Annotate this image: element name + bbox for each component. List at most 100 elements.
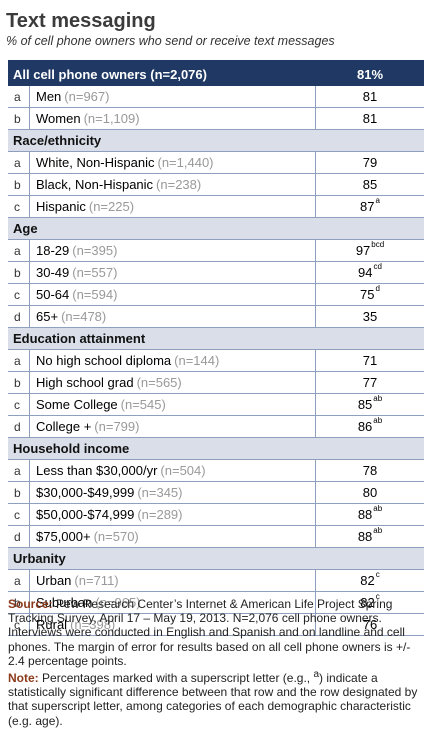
row-letter: c	[8, 284, 30, 305]
row-label: 65+	[36, 309, 59, 324]
section-header: Urbanity	[8, 548, 424, 570]
row-letter: c	[8, 394, 30, 415]
row-value-cell: 77	[316, 372, 424, 393]
table-row: a No high school diploma (n=144) 71	[8, 350, 424, 372]
row-letter: c	[8, 504, 30, 525]
row-letter: a	[8, 570, 30, 591]
row-sample-size: (n=967)	[64, 89, 110, 104]
source-note: Source: Pew Research Center’s Internet &…	[8, 597, 426, 668]
row-label-cell: Hispanic (n=225)	[30, 196, 316, 217]
row-label: 50-64	[36, 287, 70, 302]
row-value-cell: 85 ab	[316, 394, 424, 415]
significance-superscript: d	[375, 284, 380, 293]
table-row: c Hispanic (n=225) 87 a	[8, 196, 424, 218]
footnote: Source: Pew Research Center’s Internet &…	[8, 597, 426, 728]
row-label-cell: Rural (n=398)	[30, 614, 316, 635]
row-label-cell: Men (n=967)	[30, 86, 316, 107]
row-label-cell: Urban (n=711)	[30, 570, 316, 591]
row-label: Women	[36, 111, 81, 126]
table-row: b Suburban (n=965) 82 c	[8, 592, 424, 614]
row-label-cell: Black, Non-Hispanic (n=238)	[30, 174, 316, 195]
page-subtitle: % of cell phone owners who send or recei…	[6, 34, 335, 48]
page-title: Text messaging	[6, 10, 156, 32]
row-value-cell: 78	[316, 460, 424, 481]
table-row: b $30,000-$49,999 (n=345) 80	[8, 482, 424, 504]
row-label: $75,000+	[36, 529, 91, 544]
row-value: 75	[360, 287, 375, 302]
row-label-cell: High school grad (n=565)	[30, 372, 316, 393]
row-sample-size: (n=965)	[95, 595, 141, 610]
table-row: d College + (n=799) 86 ab	[8, 416, 424, 438]
row-label: White, Non-Hispanic	[36, 155, 155, 170]
total-value: 81%	[356, 66, 384, 82]
note-text-2: ) indicate a statistically significant d…	[8, 671, 418, 728]
note-label: Note:	[8, 671, 39, 686]
section-label: Household income	[13, 441, 130, 456]
row-sample-size: (n=345)	[137, 485, 183, 500]
section-header: Race/ethnicity	[8, 130, 424, 152]
table-row: d $75,000+ (n=570) 88 ab	[8, 526, 424, 548]
row-letter: b	[8, 482, 30, 503]
note-sup: a	[313, 669, 320, 681]
row-label: $50,000-$74,999	[36, 507, 135, 522]
row-sample-size: (n=225)	[88, 199, 135, 214]
section-label: Race/ethnicity	[13, 133, 102, 148]
significance-superscript: ab	[373, 526, 383, 535]
row-value-cell: 75 d	[316, 284, 424, 305]
row-letter: a	[8, 152, 30, 173]
row-sample-size: (n=289)	[137, 507, 183, 522]
table-row: d 65+ (n=478) 35	[8, 306, 424, 328]
row-value: 77	[362, 375, 378, 390]
row-value: 82	[360, 595, 375, 610]
row-value: 81	[362, 89, 378, 104]
row-label-cell: 50-64 (n=594)	[30, 284, 316, 305]
row-value-cell: 76	[316, 614, 424, 635]
total-row: All cell phone owners (n=2,076) 81%	[8, 62, 424, 86]
row-label-cell: $75,000+ (n=570)	[30, 526, 316, 547]
section-label: Urbanity	[13, 551, 66, 566]
table-row: b Black, Non-Hispanic (n=238) 85	[8, 174, 424, 196]
row-label: Less than $30,000/yr	[36, 463, 158, 478]
row-letter: b	[8, 592, 30, 613]
row-sample-size: (n=144)	[174, 353, 220, 368]
row-label-cell: Women (n=1,109)	[30, 108, 316, 129]
row-label: High school grad	[36, 375, 134, 390]
significance-superscript: ab	[373, 504, 383, 513]
table-row: b Women (n=1,109) 81	[8, 108, 424, 130]
row-value: 35	[362, 309, 378, 324]
row-value: 71	[362, 353, 378, 368]
row-sample-size: (n=504)	[160, 463, 206, 478]
table-row: a Urban (n=711) 82 c	[8, 570, 424, 592]
significance-superscript: ab	[373, 394, 383, 403]
row-sample-size: (n=711)	[74, 573, 119, 588]
note-text-1: Percentages marked with a superscript le…	[42, 671, 314, 686]
significance-superscript: ab	[373, 416, 383, 425]
source-text: Pew Research Center’s Internet & America…	[8, 597, 411, 668]
row-sample-size: (n=238)	[156, 177, 202, 192]
row-label: College +	[36, 419, 92, 434]
significance-superscript: bcd	[371, 240, 385, 249]
table-row: c 50-64 (n=594) 75 d	[8, 284, 424, 306]
section-header: Age	[8, 218, 424, 240]
row-label: Hispanic	[36, 199, 86, 214]
row-value-cell: 94 cd	[316, 262, 424, 283]
table-row: b 30-49 (n=557) 94 cd	[8, 262, 424, 284]
row-value-cell: 81	[316, 108, 424, 129]
row-letter: a	[8, 86, 30, 107]
row-value: 81	[362, 111, 378, 126]
row-value: 85	[357, 397, 373, 412]
row-letter: b	[8, 108, 30, 129]
row-label: 18-29	[36, 243, 70, 258]
row-sample-size: (n=478)	[61, 309, 107, 324]
row-letter: b	[8, 372, 30, 393]
table-row: a White, Non-Hispanic (n=1,440) 79	[8, 152, 424, 174]
row-value-cell: 88 ab	[316, 526, 424, 547]
row-value-cell: 87 a	[316, 196, 424, 217]
row-label: Rural	[36, 617, 68, 632]
row-value: 76	[362, 617, 378, 632]
row-value-cell: 97 bcd	[316, 240, 424, 261]
row-letter: b	[8, 174, 30, 195]
row-letter: a	[8, 240, 30, 261]
row-value: 94	[358, 265, 373, 280]
row-sample-size: (n=1,109)	[83, 111, 140, 126]
